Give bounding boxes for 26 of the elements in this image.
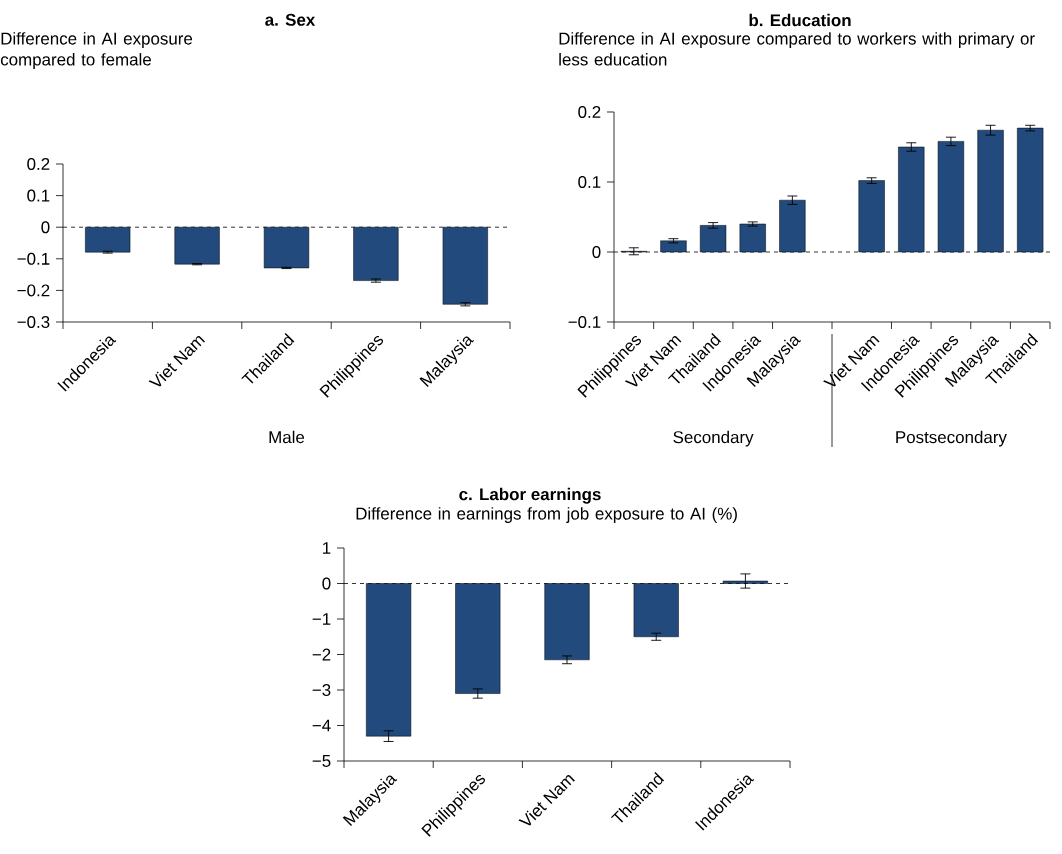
y-tick-label: 0 bbox=[322, 577, 331, 590]
y-tick-label: 0 bbox=[592, 246, 601, 258]
y-tick-label: 1 bbox=[323, 542, 331, 554]
y-tick-label: −2 bbox=[312, 648, 331, 661]
text: Secondary bbox=[673, 430, 754, 447]
text: Male bbox=[269, 430, 305, 444]
text: Postsecondary bbox=[896, 430, 1007, 447]
y-tick-label: −0.1 bbox=[568, 316, 601, 328]
y-tick-label: −1 bbox=[312, 613, 331, 625]
y-axis-title: Difference in earnings from job exposure to AI (%) bbox=[356, 507, 737, 523]
y-tick-label: −5 bbox=[312, 755, 331, 767]
y-tick-label: −4 bbox=[312, 719, 331, 732]
y-tick-label: −0.3 bbox=[17, 316, 50, 328]
y-tick-label: 0 bbox=[41, 221, 50, 234]
y-tick-label: −0.1 bbox=[17, 252, 50, 265]
y-tick-label: 0.1 bbox=[578, 175, 601, 188]
y-axis-title: Difference in AI exposure compared to female bbox=[0, 32, 193, 69]
y-tick-label: −0.2 bbox=[17, 284, 50, 297]
y-tick-label: 0.2 bbox=[578, 105, 601, 118]
chart-title: a. Sex bbox=[265, 13, 316, 26]
y-tick-label: 0.1 bbox=[27, 189, 50, 202]
chart-title: c. Labor earnings bbox=[459, 487, 601, 504]
y-tick-label: −3 bbox=[312, 684, 331, 696]
chart-title: b. Education bbox=[749, 13, 851, 27]
y-axis-title: Difference in AI exposure compared to workers with primary or less education bbox=[559, 32, 1035, 66]
y-tick-label: 0.2 bbox=[27, 158, 50, 170]
